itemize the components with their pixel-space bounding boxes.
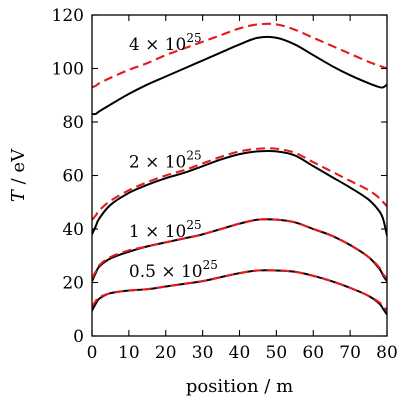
x-tick-label: 50	[266, 343, 288, 363]
y-tick-label: 100	[52, 60, 84, 80]
annotation-label: 0.5 × 1025	[129, 258, 218, 282]
x-tick-label: 70	[339, 343, 361, 363]
plot-frame	[91, 14, 388, 337]
annotation-label: 4 × 1025	[129, 31, 202, 55]
series-2e25-dashed-line	[92, 147, 387, 221]
series-4e25-dashed-line	[92, 22, 387, 89]
series-layer	[92, 22, 387, 316]
x-tick-label: 30	[192, 343, 214, 363]
tick-layer: 0 10 20 30 40 50 60 70 80 0 20 40 60 80 100 120	[52, 6, 398, 363]
annotation-layer: 4 × 1025 2 × 1025 1 × 1025 0.5 × 1025	[129, 31, 218, 282]
x-tick-label: 10	[118, 343, 140, 363]
x-tick-label: 20	[155, 343, 177, 363]
x-tick-label: 40	[229, 343, 251, 363]
x-tick-label: 60	[302, 343, 324, 363]
y-tick-label: 120	[52, 6, 84, 26]
y-tick-label: 0	[73, 327, 84, 347]
annotation-label: 2 × 1025	[129, 148, 202, 172]
series-0.5e25-dashed-line	[92, 269, 387, 312]
annotation-label: 1 × 1025	[129, 218, 202, 242]
y-axis-label: T / eV	[8, 148, 29, 202]
x-tick-label: 80	[376, 343, 398, 363]
y-tick-label: 20	[62, 274, 84, 294]
series-4e25-solid-line	[92, 35, 387, 116]
y-tick-label: 60	[62, 167, 84, 187]
x-tick-label: 0	[87, 343, 98, 363]
y-tick-label: 40	[62, 220, 84, 240]
series-1e25-dashed-line	[92, 218, 387, 280]
series-2e25-solid-line	[92, 150, 387, 236]
y-tick-label: 80	[62, 113, 84, 133]
x-axis-label: position / m	[186, 376, 293, 397]
